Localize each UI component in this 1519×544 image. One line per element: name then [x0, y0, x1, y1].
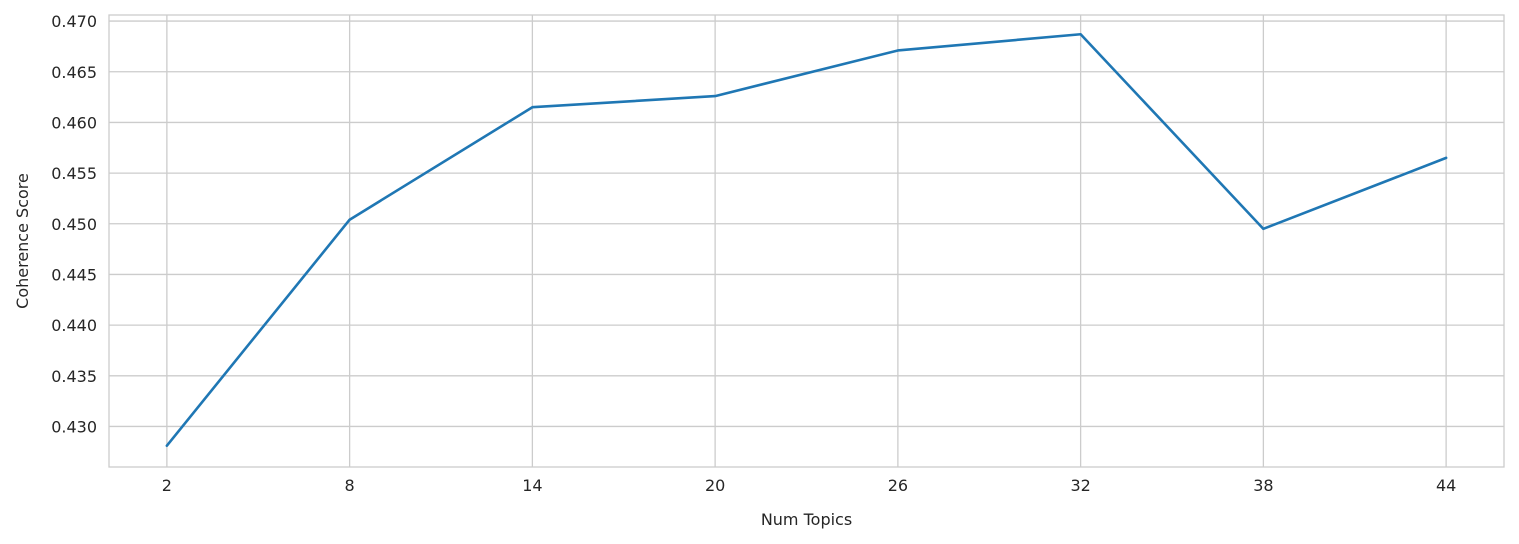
x-tick-label: 26: [888, 476, 908, 495]
y-tick-label: 0.440: [51, 316, 97, 335]
y-tick-label: 0.430: [51, 417, 97, 436]
x-tick-label: 8: [345, 476, 355, 495]
x-tick-label: 2: [162, 476, 172, 495]
y-axis-label: Coherence Score: [13, 173, 32, 309]
y-axis-ticks: 0.430 0.435 0.440 0.445 0.450 0.455 0.460 0.465…: [51, 12, 97, 436]
y-tick-label: 0.445: [51, 265, 97, 284]
x-axis-ticks: 2 8 14 20 26 32 38 44: [162, 476, 1457, 495]
series-line: [165, 32, 1448, 448]
x-tick-label: 38: [1253, 476, 1273, 495]
series-layer: [165, 32, 1448, 448]
x-axis-label: Num Topics: [761, 510, 852, 529]
x-tick-label: 14: [522, 476, 542, 495]
grid-lines: [109, 15, 1504, 467]
plot-area-frame: [108, 14, 1505, 468]
y-tick-label: 0.465: [51, 63, 97, 82]
y-tick-label: 0.460: [51, 113, 97, 132]
x-tick-label: 20: [705, 476, 725, 495]
y-tick-label: 0.470: [51, 12, 97, 31]
x-tick-label: 44: [1436, 476, 1456, 495]
x-tick-label: 32: [1070, 476, 1090, 495]
y-tick-label: 0.435: [51, 367, 97, 386]
y-tick-label: 0.450: [51, 215, 97, 234]
y-tick-label: 0.455: [51, 164, 97, 183]
